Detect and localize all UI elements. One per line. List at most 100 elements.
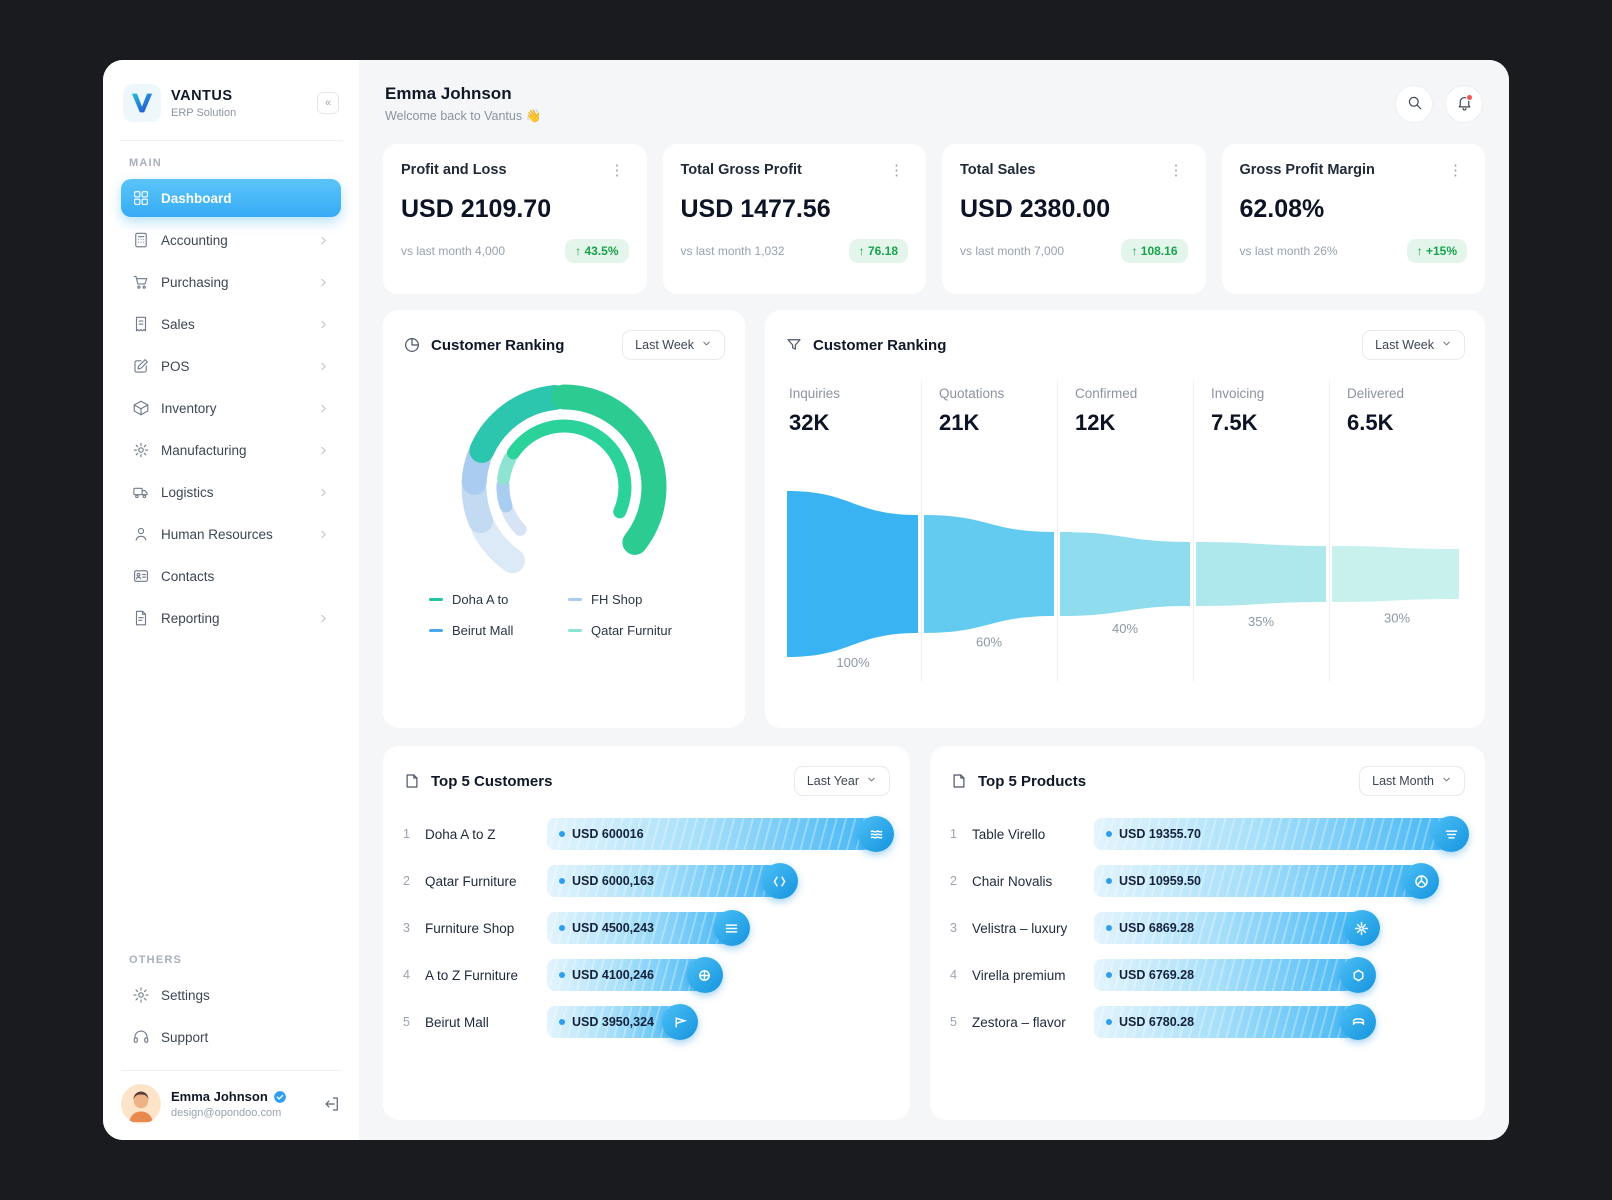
sidebar-item-label: Accounting — [161, 233, 228, 248]
customer-ranking-funnel-card: Customer Ranking Last Week Inquiries32K … — [765, 310, 1485, 728]
row-value: USD 6780.28 — [1119, 1015, 1194, 1029]
stage-value: 21K — [939, 410, 1057, 436]
customers-period-select[interactable]: Last Year — [794, 766, 890, 796]
pie-chart-icon — [403, 336, 421, 354]
row-name: Qatar Furniture — [425, 874, 537, 889]
kpi-compare: vs last month 4,000 — [401, 244, 505, 258]
legend-label: Doha A to — [452, 592, 508, 607]
stage-label: Inquiries — [789, 386, 921, 401]
contacts-icon — [132, 567, 150, 585]
sidebar-item-settings[interactable]: Settings — [121, 976, 341, 1014]
sidebar-item-inventory[interactable]: Inventory — [121, 389, 341, 427]
inventory-icon — [132, 399, 150, 417]
kpi-value: USD 1477.56 — [681, 195, 909, 224]
kpi-compare: vs last month 7,000 — [960, 244, 1064, 258]
row-name: Virella premium — [972, 968, 1084, 983]
legend-label: Beirut Mall — [452, 623, 513, 638]
row-value: USD 600016 — [572, 827, 644, 841]
chevron-down-icon — [1441, 338, 1452, 352]
human-resources-icon — [132, 525, 150, 543]
topbar: Emma Johnson Welcome back to Vantus 👋 — [383, 60, 1485, 144]
chevron-right-icon — [317, 318, 330, 331]
chevron-right-icon — [317, 402, 330, 415]
value-bar: USD 6769.28 — [1094, 959, 1372, 991]
sidebar-item-purchasing[interactable]: Purchasing — [121, 263, 341, 301]
sidebar-item-manufacturing[interactable]: Manufacturing — [121, 431, 341, 469]
row-value: USD 6869.28 — [1119, 921, 1194, 935]
product-badge-icon — [1340, 957, 1376, 993]
page-subtitle: Welcome back to Vantus 👋 — [385, 109, 541, 124]
sidebar-item-pos[interactable]: POS — [121, 347, 341, 385]
sidebar-item-dashboard[interactable]: Dashboard — [121, 179, 341, 217]
stage-label: Confirmed — [1075, 386, 1193, 401]
donut-chart — [424, 372, 704, 582]
donut-legend: Doha A to FH Shop Beirut Mall Qatar Furn… — [403, 582, 725, 638]
sidebar-item-logistics[interactable]: Logistics — [121, 473, 341, 511]
chevron-down-icon — [866, 774, 877, 788]
stage-label: Delivered — [1347, 386, 1465, 401]
kpi-delta-badge: ↑ 108.16 — [1121, 239, 1187, 263]
products-period-select[interactable]: Last Month — [1359, 766, 1465, 796]
verified-icon — [273, 1090, 287, 1104]
row-value: USD 19355.70 — [1119, 827, 1201, 841]
legend-label: Qatar Furnitur — [591, 623, 672, 638]
list-item: 5 Zestora – flavor USD 6780.28 — [950, 1006, 1465, 1038]
kpi-menu-button[interactable]: ⋮ — [1165, 163, 1188, 178]
sidebar-item-contacts[interactable]: Contacts — [121, 557, 341, 595]
user-profile: Emma Johnson design@opondoo.com — [121, 1070, 341, 1124]
value-bar: USD 6869.28 — [1094, 912, 1376, 944]
brand-name: VANTUS — [171, 88, 236, 104]
donut-period-select[interactable]: Last Week — [622, 330, 725, 360]
logistics-icon — [132, 483, 150, 501]
sidebar-item-reporting[interactable]: Reporting — [121, 599, 341, 637]
kpi-card-total-gross-profit: Total Gross Profit⋮ USD 1477.56 vs last … — [663, 144, 927, 294]
stage-value: 32K — [789, 410, 921, 436]
sidebar-item-sales[interactable]: Sales — [121, 305, 341, 343]
product-badge-icon — [1340, 1004, 1376, 1040]
sidebar-item-accounting[interactable]: Accounting — [121, 221, 341, 259]
kpi-compare: vs last month 26% — [1240, 244, 1338, 258]
legend-item: Doha A to — [429, 592, 560, 607]
funnel-period-select[interactable]: Last Week — [1362, 330, 1465, 360]
row-value: USD 4100,246 — [572, 968, 654, 982]
select-value: Last Year — [807, 774, 859, 788]
value-bar: USD 4500,243 — [547, 912, 746, 944]
kpi-menu-button[interactable]: ⋮ — [1444, 163, 1467, 178]
search-button[interactable] — [1395, 85, 1433, 123]
row-name: Velistra – luxury — [972, 921, 1084, 936]
sidebar-item-label: Dashboard — [161, 191, 232, 206]
kpi-menu-button[interactable]: ⋮ — [606, 163, 629, 178]
value-bar: USD 600016 — [547, 818, 890, 850]
kpi-title: Profit and Loss — [401, 162, 507, 178]
card-title: Top 5 Customers — [431, 773, 552, 790]
row-name: A to Z Furniture — [425, 968, 537, 983]
row-name: Doha A to Z — [425, 827, 537, 842]
app-window: VANTUS ERP Solution « MAIN Dashboard Acc… — [103, 60, 1509, 1140]
list-item: 4 Virella premium USD 6769.28 — [950, 959, 1465, 991]
sidebar-collapse-button[interactable]: « — [317, 92, 339, 114]
row-name: Table Virello — [972, 827, 1084, 842]
logout-button[interactable] — [323, 1095, 341, 1113]
notifications-button[interactable] — [1445, 85, 1483, 123]
list-item: 1 Doha A to Z USD 600016 — [403, 818, 890, 850]
settings-icon — [132, 986, 150, 1004]
svg-text:60%: 60% — [976, 635, 1002, 650]
row-name: Furniture Shop — [425, 921, 537, 936]
sidebar-item-support[interactable]: Support — [121, 1018, 341, 1056]
user-email: design@opondoo.com — [171, 1107, 287, 1119]
manufacturing-icon — [132, 441, 150, 459]
legend-item: Qatar Furnitur — [568, 623, 699, 638]
svg-text:100%: 100% — [836, 655, 870, 670]
kpi-menu-button[interactable]: ⋮ — [885, 163, 908, 178]
list-item: 5 Beirut Mall USD 3950,324 — [403, 1006, 890, 1038]
svg-text:40%: 40% — [1112, 621, 1138, 636]
chevron-right-icon — [317, 612, 330, 625]
pos-icon — [132, 357, 150, 375]
kpi-delta-badge: ↑ 76.18 — [849, 239, 908, 263]
sidebar-item-label: Support — [161, 1030, 208, 1045]
sidebar-item-human-resources[interactable]: Human Resources — [121, 515, 341, 553]
kpi-value: 62.08% — [1240, 195, 1468, 224]
sidebar-item-label: Logistics — [161, 485, 214, 500]
product-badge-icon — [1433, 816, 1469, 852]
stage-value: 6.5K — [1347, 410, 1465, 436]
